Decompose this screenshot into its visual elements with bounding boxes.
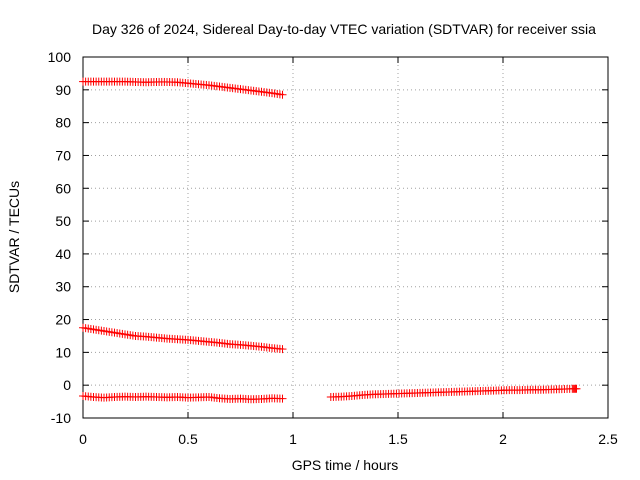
- y-axis-label: SDTVAR / TECUs: [6, 181, 22, 293]
- y-tick-label: 70: [55, 147, 71, 163]
- x-tick-label: 0.5: [178, 431, 198, 447]
- x-tick-label: 1: [289, 431, 297, 447]
- x-axis-label: GPS time / hours: [292, 457, 399, 473]
- data-point: [278, 345, 287, 354]
- data-point: [278, 90, 287, 99]
- plot-frame: [82, 56, 609, 419]
- series-second-pass: [326, 384, 581, 401]
- y-tick-label: 80: [55, 115, 71, 131]
- y-tick-label: 50: [55, 213, 71, 229]
- y-tick-label: 100: [48, 49, 72, 65]
- data-points: [79, 77, 581, 404]
- series-lower-track: [79, 392, 287, 404]
- axis-ticks: -10 0 10 20 30 40 50 60 70 80 90 100 0 0.5 1 1.5 2 2.5: [48, 49, 618, 447]
- x-tick-label: 2.5: [598, 431, 618, 447]
- x-tick-label: 2: [499, 431, 507, 447]
- y-tick-label: 60: [55, 180, 71, 196]
- y-tick-label: 0: [63, 377, 71, 393]
- y-tick-label: 10: [55, 344, 71, 360]
- series-upper-track: [79, 77, 287, 99]
- data-point: [278, 394, 287, 403]
- y-tick-label: 90: [55, 82, 71, 98]
- x-tick-label: 1.5: [388, 431, 408, 447]
- data-point: [572, 384, 581, 393]
- y-tick-label: 40: [55, 246, 71, 262]
- chart-title: Day 326 of 2024, Sidereal Day-to-day VTE…: [92, 21, 596, 37]
- y-tick-label: -10: [51, 410, 71, 426]
- y-tick-label: 30: [55, 279, 71, 295]
- grid-lines: [83, 57, 608, 418]
- y-tick-label: 20: [55, 312, 71, 328]
- series-middle-track: [79, 323, 287, 354]
- x-tick-label: 0: [79, 431, 87, 447]
